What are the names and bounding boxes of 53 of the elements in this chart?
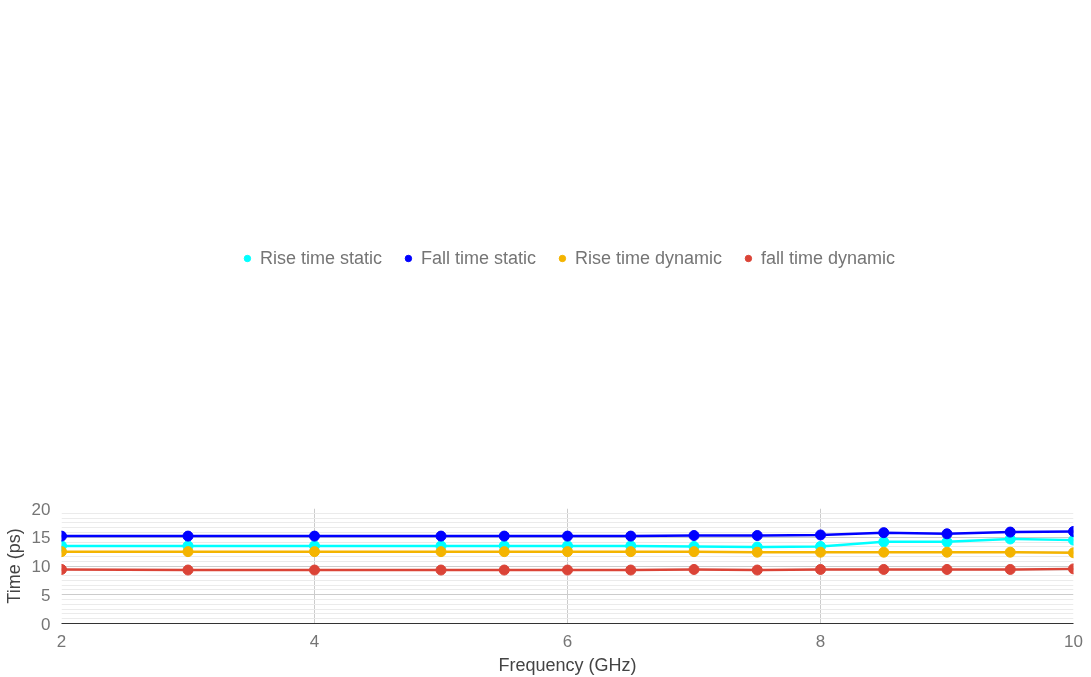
point [309, 564, 320, 576]
x-tick-label: 6 [562, 631, 573, 651]
legend-label: Rise time static [259, 247, 382, 269]
point [751, 564, 763, 576]
point [688, 546, 700, 558]
x-tick-label: 2 [56, 631, 67, 651]
legend-label: Rise time dynamic [574, 247, 723, 269]
point [435, 546, 447, 558]
y-tick-label: 15 [31, 528, 51, 548]
point [309, 530, 320, 542]
point [1004, 526, 1016, 538]
x-axis-title: Frequency (GHz) [498, 654, 637, 675]
legend-label: fall time dynamic [761, 247, 896, 269]
point [435, 530, 447, 542]
point [1004, 546, 1016, 558]
point [941, 563, 953, 575]
point [751, 546, 763, 558]
point [498, 546, 510, 558]
point [751, 530, 763, 542]
point [562, 546, 573, 558]
point [435, 564, 447, 576]
point [688, 563, 700, 575]
point [815, 529, 826, 541]
point [941, 528, 953, 540]
point [878, 546, 890, 558]
x-tick-label: 10 [1064, 631, 1083, 651]
point [688, 530, 700, 542]
point [625, 546, 637, 558]
point [815, 546, 826, 558]
point [878, 527, 890, 539]
y-tick-label: 10 [31, 557, 51, 576]
point [562, 564, 573, 576]
point [815, 563, 826, 575]
point [309, 546, 320, 558]
point [1004, 563, 1016, 575]
point [625, 564, 637, 576]
legend-label: Fall time static [420, 247, 536, 269]
x-tick-label: 4 [309, 631, 320, 651]
point [562, 530, 573, 542]
y-tick-label: 20 [31, 499, 51, 519]
point [498, 530, 510, 542]
point [182, 546, 194, 558]
point [182, 564, 194, 576]
point [878, 536, 890, 548]
point [625, 530, 637, 542]
point [182, 530, 194, 542]
x-tick-label: 8 [815, 631, 826, 651]
y-tick-label: 5 [41, 585, 51, 605]
point [941, 546, 953, 558]
point [498, 564, 510, 576]
y-tick-label: 0 [41, 614, 51, 634]
point [878, 563, 890, 575]
y-axis-title: Time (ps) [3, 528, 24, 604]
